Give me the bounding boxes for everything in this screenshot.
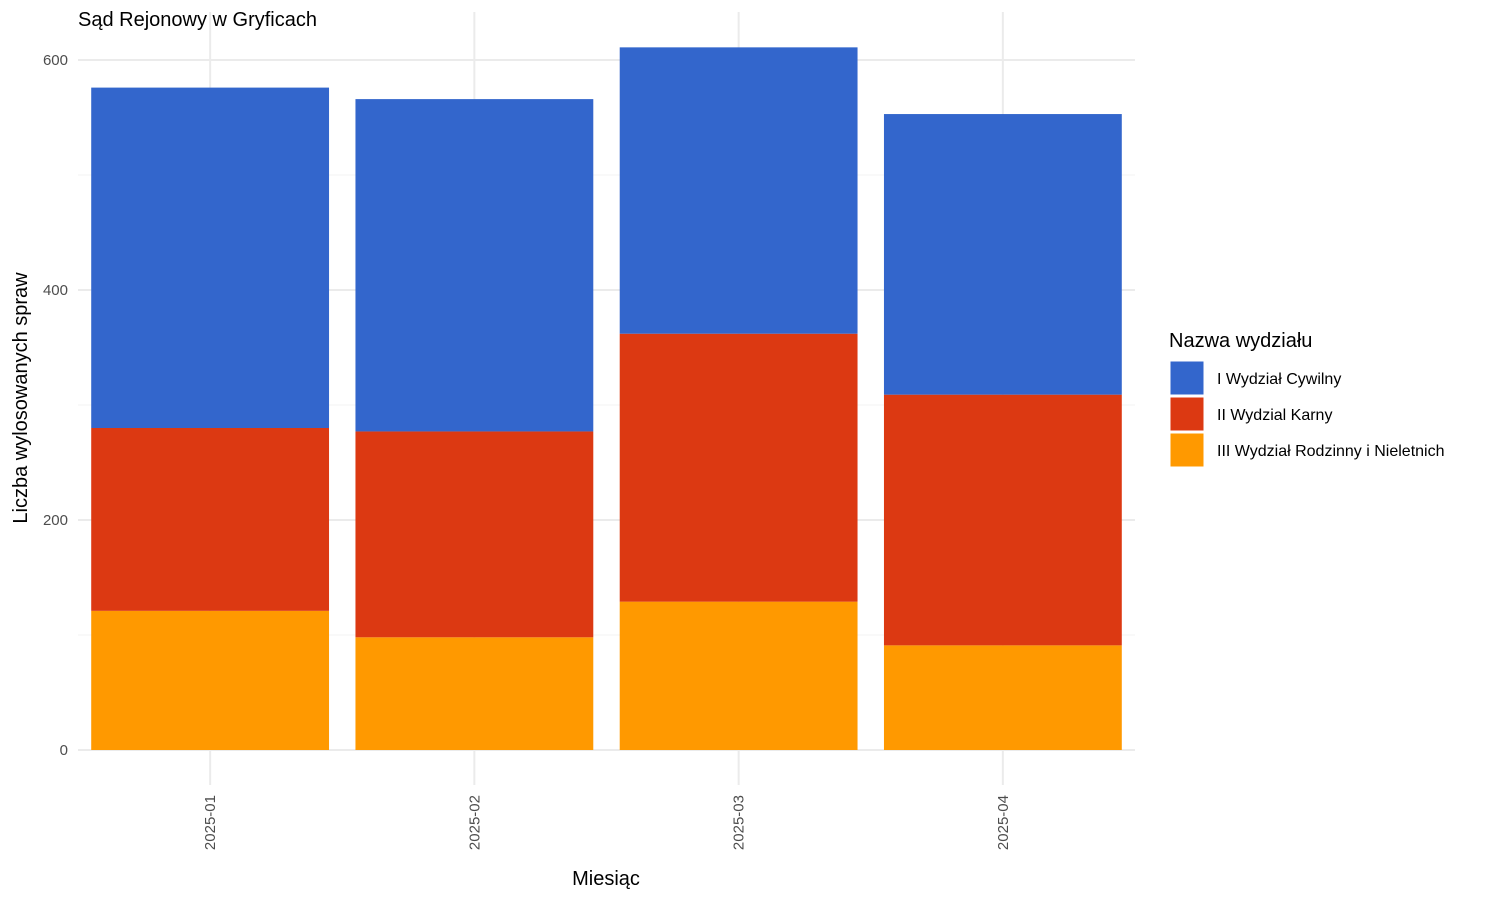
bars <box>91 47 1122 750</box>
bar-segment <box>91 87 330 428</box>
legend-swatch <box>1169 432 1205 468</box>
bar-segment <box>619 47 858 334</box>
x-tick-label: 2025-01 <box>202 795 219 850</box>
legend-label: II Wydzial Karny <box>1217 407 1332 424</box>
bar-segment <box>355 637 594 750</box>
x-axis-ticks: 2025-01 2025-02 2025-03 2025-04 <box>202 795 1012 850</box>
x-axis-title: Miesiąc <box>572 868 640 890</box>
x-tick-label: 2025-02 <box>466 795 483 850</box>
y-tick-label: 200 <box>43 512 68 529</box>
bar-segment <box>91 610 330 750</box>
y-axis-ticks: 0 200 400 600 <box>43 52 68 759</box>
x-tick-label: 2025-04 <box>995 795 1012 850</box>
bar-segment <box>619 601 858 750</box>
y-tick-label: 400 <box>43 282 68 299</box>
legend-items: I Wydział Cywilny II Wydzial Karny III Wyd… <box>1169 360 1445 468</box>
legend-label: I Wydział Cywilny <box>1217 371 1341 388</box>
legend-swatch <box>1169 396 1205 432</box>
chart-title: Sąd Rejonowy w Gryficach <box>78 9 317 31</box>
x-tick-label: 2025-03 <box>731 795 748 850</box>
bar-segment <box>355 431 594 638</box>
legend: Nazwa wydziału I Wydział Cywilny II Wydzi… <box>1169 330 1445 468</box>
y-axis-title: Liczba wylosowanych spraw <box>10 272 32 524</box>
legend-swatch <box>1169 360 1205 396</box>
legend-label: III Wydział Rodzinny i Nieletnich <box>1217 443 1445 460</box>
bar-segment <box>619 333 858 602</box>
bar-segment <box>883 114 1122 395</box>
legend-title: Nazwa wydziału <box>1169 330 1312 352</box>
bar-segment <box>883 394 1122 646</box>
y-tick-label: 600 <box>43 52 68 69</box>
bar-segment <box>883 645 1122 750</box>
bar-segment <box>355 99 594 432</box>
bar-segment <box>91 428 330 611</box>
y-tick-label: 0 <box>60 742 68 759</box>
